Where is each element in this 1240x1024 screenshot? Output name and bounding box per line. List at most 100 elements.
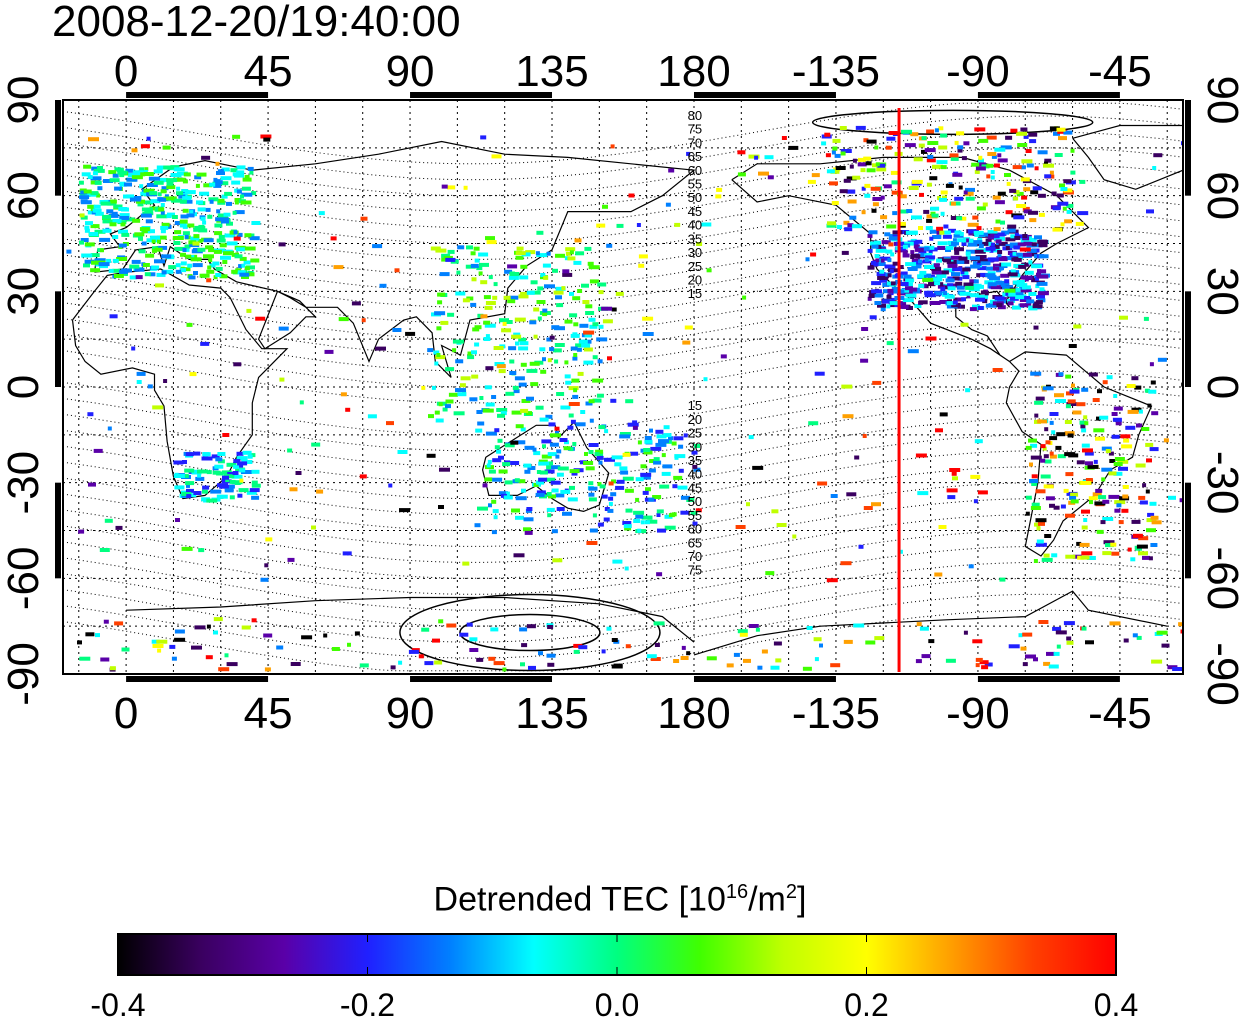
tec-cell <box>426 453 436 458</box>
tec-cell <box>633 510 645 515</box>
tec-cell <box>1040 444 1046 449</box>
tec-cell <box>965 285 975 290</box>
tec-cell <box>183 172 191 177</box>
tec-cell <box>519 627 528 632</box>
tec-cell <box>583 461 594 465</box>
tec-cell <box>466 245 473 250</box>
tec-cell <box>226 201 232 206</box>
tec-cell <box>663 425 670 430</box>
tec-cell <box>1038 620 1049 624</box>
tec-cell <box>1147 512 1155 517</box>
tec-cell <box>573 643 583 648</box>
tec-cell <box>1039 287 1045 292</box>
tec-cell <box>584 246 592 251</box>
tec-cell <box>1020 646 1027 651</box>
tec-cell <box>520 662 525 667</box>
tec-cell <box>919 270 927 275</box>
tec-cell <box>516 246 524 251</box>
tec-cell <box>152 644 164 648</box>
tec-cell <box>947 283 954 288</box>
tec-cell <box>628 193 635 198</box>
tec-cell <box>100 657 110 662</box>
tec-cell <box>1049 503 1055 508</box>
tec-cell <box>967 229 979 234</box>
tec-cell <box>469 648 479 652</box>
tec-cell <box>653 460 662 465</box>
tec-cell <box>588 399 595 404</box>
tec-cell <box>720 354 727 359</box>
tec-cell <box>508 346 517 351</box>
tec-cell <box>193 491 202 495</box>
tec-cell <box>757 665 763 670</box>
tec-cell <box>668 168 675 173</box>
tec-cell <box>560 489 571 494</box>
tec-cell <box>867 265 875 270</box>
tec-cell <box>968 564 974 569</box>
tec-cell <box>390 665 396 670</box>
tec-cell <box>726 663 734 668</box>
tec-cell <box>1134 385 1142 390</box>
tec-cell <box>990 234 1000 239</box>
tec-cell <box>585 304 593 309</box>
tec-cell <box>1108 494 1120 499</box>
tec-cell <box>1066 636 1072 641</box>
tec-cell <box>1068 344 1077 348</box>
tec-cell <box>934 281 941 286</box>
contour-label: 80 <box>688 108 702 123</box>
tec-cell <box>233 230 238 235</box>
tec-cell <box>929 236 934 241</box>
tec-cell <box>610 492 617 497</box>
tec-cell <box>132 173 142 177</box>
tec-cell <box>972 215 979 220</box>
tec-cell <box>1126 384 1136 388</box>
tec-cell <box>911 264 922 269</box>
tec-cell <box>550 433 561 438</box>
tec-cell <box>174 637 186 642</box>
tec-cell <box>814 371 825 376</box>
tec-cell <box>192 241 200 246</box>
tec-cell <box>885 145 892 150</box>
tec-cell <box>474 342 480 347</box>
tec-cell <box>703 377 708 382</box>
tec-cell <box>570 419 576 424</box>
tec-cell <box>682 340 691 345</box>
tec-cell <box>1035 284 1040 289</box>
tec-cell <box>936 274 947 278</box>
tec-cell <box>478 252 489 257</box>
tec-cell <box>1065 404 1071 409</box>
tec-cell <box>229 479 236 484</box>
tec-cell <box>214 223 223 228</box>
magnetic-contour <box>63 514 1183 579</box>
tec-cell <box>968 231 973 236</box>
tec-cell <box>1024 270 1034 275</box>
tec-cell <box>511 508 520 513</box>
tec-cell <box>653 457 660 462</box>
tec-cell <box>197 207 206 212</box>
tec-cell <box>986 163 994 168</box>
tec-cell <box>175 263 181 268</box>
tec-cell <box>844 227 853 232</box>
tec-cell <box>467 351 473 356</box>
tec-cell <box>1066 640 1074 645</box>
tec-cell <box>519 275 529 280</box>
tec-cell <box>109 178 120 183</box>
tec-cell <box>889 269 894 274</box>
tec-cell <box>1081 387 1089 392</box>
tec-cell <box>592 513 597 518</box>
tec-cell <box>1087 464 1099 469</box>
colorbar-title-exponent: 16 <box>725 881 749 903</box>
tec-cell <box>493 282 498 287</box>
tec-cell <box>311 442 321 447</box>
lon-tick-label-bottom: 0 <box>114 689 138 738</box>
tec-cell <box>190 257 202 262</box>
tec-cell <box>435 355 446 360</box>
tec-cell <box>1099 415 1109 420</box>
tec-cell <box>251 618 257 623</box>
tec-cell <box>970 283 982 288</box>
tec-cell <box>888 236 898 241</box>
tec-cell <box>1070 492 1079 497</box>
tec-cell <box>94 258 106 263</box>
tec-cell <box>505 491 510 496</box>
tec-cell <box>939 282 944 287</box>
tec-cell <box>119 181 126 186</box>
